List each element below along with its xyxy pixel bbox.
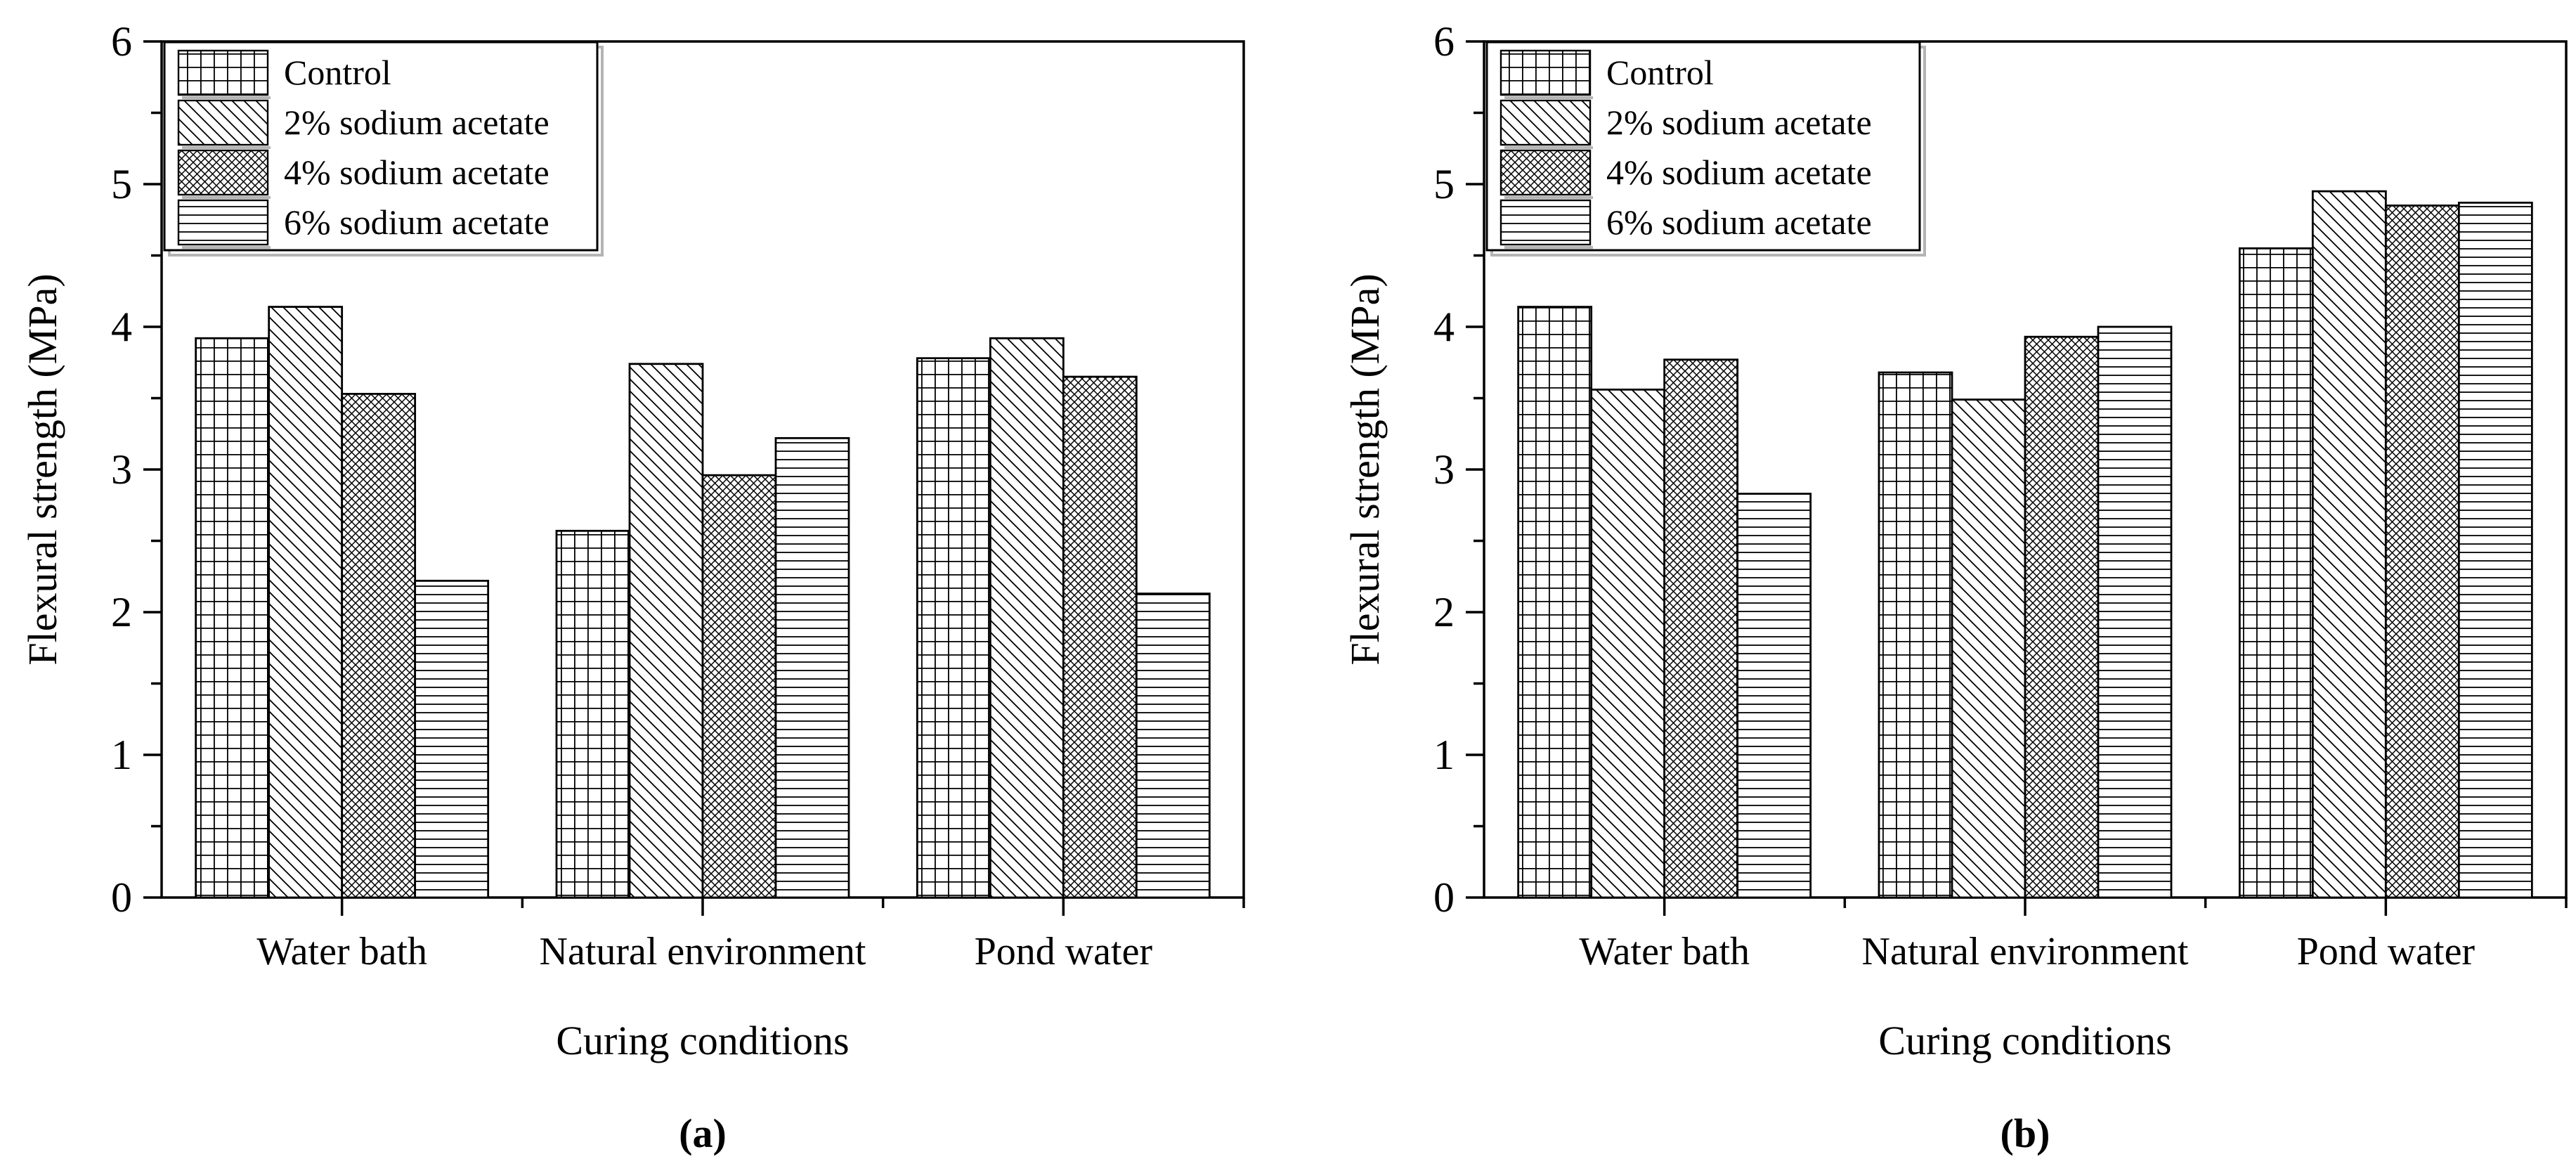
legend-label: 4% sodium acetate bbox=[1606, 153, 1872, 192]
bar-natural-environment-2-sodium-acetate bbox=[1951, 399, 2027, 899]
legend-label: 6% sodium acetate bbox=[284, 202, 549, 242]
legend-label: 2% sodium acetate bbox=[1606, 103, 1872, 142]
bar-natural-environment-control bbox=[555, 529, 631, 899]
y-tick-label-5: 5 bbox=[111, 161, 132, 207]
bar-pond-water-2-sodium-acetate bbox=[2311, 190, 2387, 899]
category-label: Natural environment bbox=[540, 930, 866, 973]
legend-swatch-horizontal-lines bbox=[177, 199, 269, 246]
y-tick-label-1: 1 bbox=[111, 732, 132, 778]
y-tick-label-6: 6 bbox=[1433, 18, 1455, 65]
bar-natural-environment-6-sodium-acetate bbox=[2097, 325, 2173, 899]
category-label: Natural environment bbox=[1862, 930, 2189, 973]
bar-water-bath-2-sodium-acetate bbox=[1590, 388, 1666, 899]
bar-natural-environment-control bbox=[1878, 371, 1953, 899]
category-label: Water bath bbox=[1579, 930, 1750, 973]
y-tick-label-4: 4 bbox=[111, 304, 132, 350]
panel-caption: (b) bbox=[2001, 1110, 2050, 1156]
legend-label: 2% sodium acetate bbox=[284, 103, 549, 142]
y-tick-label-6: 6 bbox=[111, 18, 132, 65]
bar-natural-environment-4-sodium-acetate bbox=[701, 474, 777, 899]
legend-swatch-grid bbox=[177, 49, 269, 96]
bar-pond-water-6-sodium-acetate bbox=[1135, 592, 1211, 899]
bar-pond-water-control bbox=[2238, 247, 2314, 899]
bar-water-bath-2-sodium-acetate bbox=[268, 306, 344, 899]
bar-pond-water-4-sodium-acetate bbox=[1062, 375, 1138, 899]
bar-natural-environment-6-sodium-acetate bbox=[774, 436, 850, 899]
category-label: Water bath bbox=[256, 930, 427, 973]
bar-water-bath-control bbox=[1517, 306, 1593, 899]
bar-water-bath-6-sodium-acetate bbox=[1736, 493, 1812, 899]
x-axis-title: Curing conditions bbox=[1878, 1018, 2171, 1063]
y-tick-label-2: 2 bbox=[1433, 589, 1455, 635]
legend-swatch-diagonal-crosshatch bbox=[1500, 149, 1592, 196]
legend: Control 2% sodium acetate 4% sodium acetat… bbox=[163, 41, 604, 257]
y-tick-label-0: 0 bbox=[1433, 874, 1455, 921]
y-axis-title: Flexural strength (MPa) bbox=[20, 273, 65, 665]
panel-a: 0 1 2 3 4 5 6 Water bath Natural environment Pond… bbox=[20, 18, 1245, 1156]
y-tick-label-3: 3 bbox=[1433, 446, 1455, 493]
y-tick-label-5: 5 bbox=[1433, 161, 1455, 207]
legend-label: 4% sodium acetate bbox=[284, 153, 549, 192]
legend-swatch-diagonal-down bbox=[177, 99, 269, 146]
bar-natural-environment-2-sodium-acetate bbox=[628, 363, 704, 899]
bar-pond-water-4-sodium-acetate bbox=[2384, 205, 2460, 899]
y-tick-label-3: 3 bbox=[111, 446, 132, 493]
panel-caption: (a) bbox=[679, 1110, 727, 1156]
legend-label: Control bbox=[284, 53, 391, 92]
bar-water-bath-4-sodium-acetate bbox=[341, 393, 417, 899]
legend-swatch-horizontal-lines bbox=[1500, 199, 1592, 246]
bar-pond-water-6-sodium-acetate bbox=[2457, 201, 2533, 899]
x-axis-title: Curing conditions bbox=[556, 1018, 849, 1063]
legend-label: Control bbox=[1606, 53, 1714, 92]
bar-pond-water-control bbox=[916, 357, 991, 899]
y-tick-label-1: 1 bbox=[1433, 732, 1455, 778]
category-label: Pond water bbox=[2297, 930, 2476, 973]
y-tick-label-0: 0 bbox=[111, 874, 132, 921]
bar-water-bath-control bbox=[195, 337, 271, 899]
bar-natural-environment-4-sodium-acetate bbox=[2024, 335, 2100, 899]
y-tick-label-2: 2 bbox=[111, 589, 132, 635]
y-tick-label-4: 4 bbox=[1433, 304, 1455, 350]
bar-water-bath-6-sodium-acetate bbox=[414, 579, 490, 899]
y-axis-title: Flexural strength (MPa) bbox=[1342, 273, 1388, 665]
bar-pond-water-2-sodium-acetate bbox=[989, 337, 1065, 899]
category-label: Pond water bbox=[975, 930, 1153, 973]
legend-swatch-diagonal-crosshatch bbox=[177, 149, 269, 196]
legend-swatch-diagonal-down bbox=[1500, 99, 1592, 146]
bar-water-bath-4-sodium-acetate bbox=[1663, 358, 1739, 899]
panel-b: 0 1 2 3 4 5 6 Water bath Natural environment Pond… bbox=[1342, 18, 2568, 1156]
legend: Control 2% sodium acetate 4% sodium acetat… bbox=[1485, 41, 1926, 257]
legend-label: 6% sodium acetate bbox=[1606, 202, 1872, 242]
legend-swatch-grid bbox=[1500, 49, 1592, 96]
